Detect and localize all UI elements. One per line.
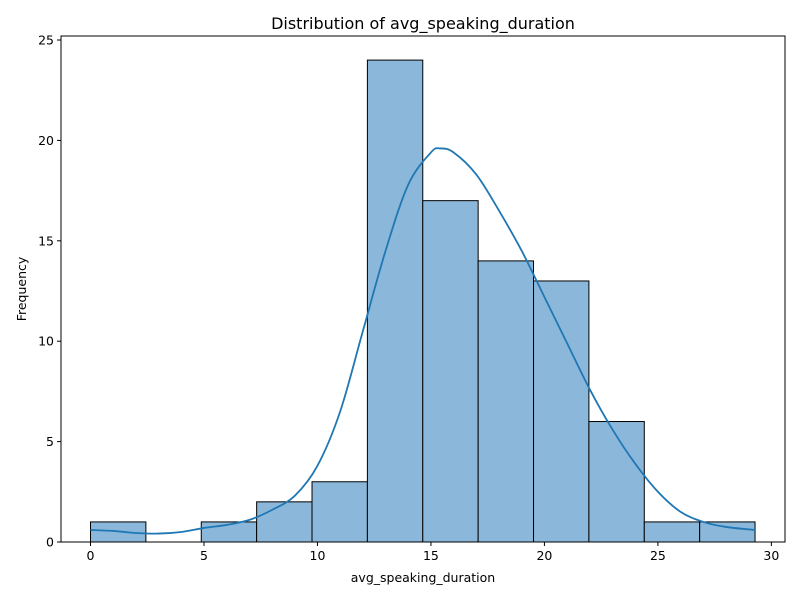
axes-frame — [60, 35, 786, 543]
chart-title: Distribution of avg_speaking_duration — [271, 14, 575, 34]
histogram-bar-7 — [477, 260, 535, 543]
x-axis-label: avg_speaking_duration — [351, 570, 495, 585]
y-tick-label: 20 — [38, 133, 54, 148]
histogram-bar-3 — [256, 501, 313, 543]
histogram-bar-4 — [311, 481, 368, 543]
histogram-bar-5 — [366, 59, 424, 543]
x-tick-label: 10 — [310, 548, 326, 563]
kde-curve — [90, 147, 756, 535]
histogram-bar-6 — [422, 200, 479, 543]
x-tick-label: 20 — [536, 548, 552, 563]
y-axis-label: Frequency — [14, 256, 29, 321]
x-tick-label: 30 — [763, 548, 779, 563]
y-axis-ticks: 0 5 10 15 20 25 — [38, 33, 61, 550]
y-tick-label: 0 — [46, 535, 54, 550]
histogram-bars — [90, 59, 756, 543]
y-tick-label: 10 — [38, 334, 54, 349]
x-tick-label: 5 — [200, 548, 208, 563]
histogram-bar-10 — [643, 521, 701, 543]
y-tick-label: 25 — [38, 33, 54, 48]
histogram-bar-9 — [588, 421, 645, 543]
x-tick-label: 0 — [87, 548, 95, 563]
y-tick-label: 5 — [46, 434, 54, 449]
histogram-bar-8 — [533, 280, 590, 543]
y-tick-label: 15 — [38, 233, 54, 248]
histogram-bar-11 — [699, 521, 756, 543]
x-axis-ticks: 0 5 10 15 20 25 30 — [87, 542, 779, 563]
x-tick-label: 15 — [423, 548, 439, 563]
x-tick-label: 25 — [650, 548, 666, 563]
